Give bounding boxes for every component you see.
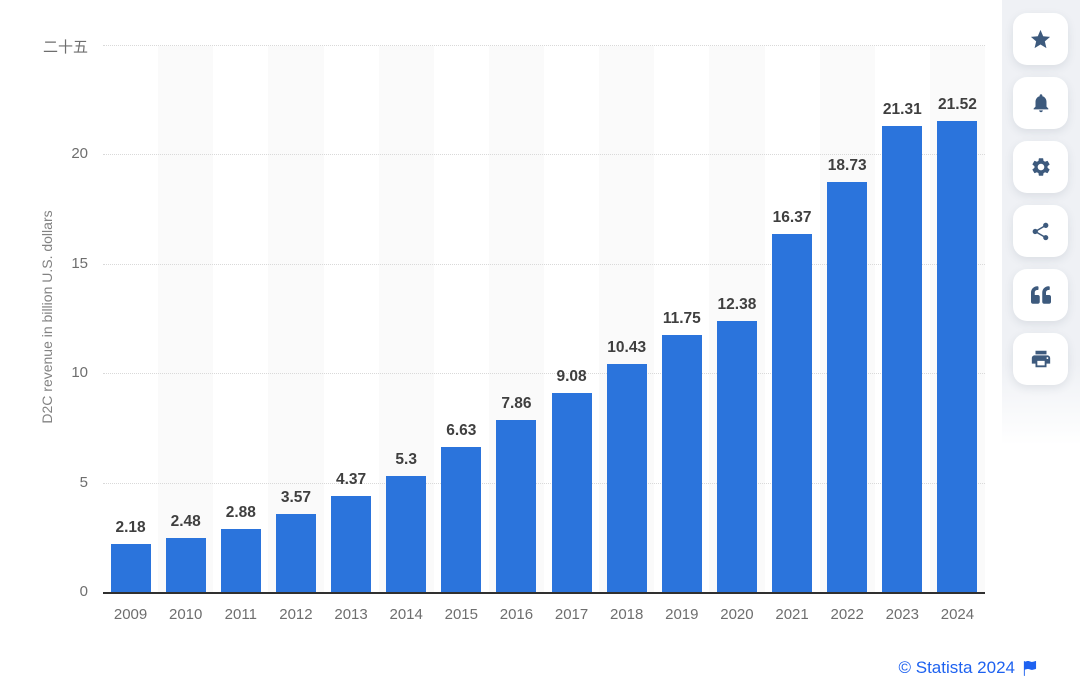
bar-2010[interactable] (165, 537, 206, 592)
bar-value-label: 4.37 (335, 471, 367, 489)
notifications-button[interactable] (1013, 77, 1068, 129)
gear-icon (1030, 156, 1052, 178)
statista-copyright-link[interactable]: © Statista 2024 (899, 658, 1038, 678)
favorite-button[interactable] (1013, 13, 1068, 65)
y-axis-tick-label: 二十五 (42, 39, 88, 56)
gridline (103, 482, 985, 484)
bar-value-label: 2.88 (225, 503, 256, 521)
x-axis-line (103, 592, 985, 594)
x-axis-label: 2019 (665, 606, 699, 623)
bell-icon (1030, 92, 1052, 114)
flag-icon (1022, 660, 1037, 676)
bar-value-label: 10.43 (607, 338, 647, 356)
bar-value-label: 2.48 (170, 512, 201, 530)
copyright-label: © Statista 2024 (898, 658, 1016, 677)
bar-value-label: 18.73 (827, 157, 867, 175)
settings-button[interactable] (1013, 141, 1068, 193)
bar-2012[interactable] (275, 513, 316, 592)
quote-icon (1030, 285, 1051, 305)
bar-2009[interactable] (110, 544, 151, 592)
x-axis-label: 2010 (169, 606, 203, 623)
bar-2016[interactable] (496, 420, 537, 592)
gridline (103, 45, 985, 46)
plot-band (268, 46, 324, 592)
bar-value-label: 6.63 (446, 421, 477, 439)
bar-2017[interactable] (551, 393, 592, 592)
bar-2020[interactable] (716, 321, 757, 592)
gridline (103, 373, 985, 375)
x-axis-label: 2012 (279, 606, 313, 623)
bar-value-label: 2.18 (115, 519, 146, 537)
gridline (103, 263, 985, 265)
x-axis-label: 2016 (499, 606, 534, 623)
print-button[interactable] (1013, 333, 1068, 385)
bar-value-label: 3.57 (280, 488, 312, 506)
x-axis-label: 2020 (720, 606, 754, 623)
bar-value-label: 11.75 (662, 309, 701, 327)
bar-2018[interactable] (606, 363, 647, 592)
x-axis-label: 2009 (113, 606, 148, 623)
bar-2024[interactable] (937, 121, 978, 592)
bar-2014[interactable] (386, 476, 427, 592)
share-icon (1030, 221, 1051, 242)
share-button[interactable] (1013, 205, 1068, 257)
bar-value-label: 5.3 (395, 451, 417, 469)
bar-value-label: 7.86 (501, 395, 532, 413)
bar-value-label: 12.38 (717, 296, 757, 314)
cite-button[interactable] (1013, 269, 1068, 321)
y-axis-title: D2C revenue in billion U.S. dollars (39, 210, 55, 424)
bar-2022[interactable] (827, 182, 868, 592)
bar-value-label: 9.08 (556, 368, 587, 386)
y-axis-tick-label: 5 (79, 473, 88, 491)
y-axis-tick-label: 20 (71, 145, 88, 163)
x-axis-label: 2017 (554, 606, 589, 623)
x-axis-label: 2011 (224, 606, 257, 623)
printer-icon (1030, 348, 1052, 370)
gridline (103, 154, 985, 156)
x-axis-label: 2024 (940, 606, 975, 623)
bar-2015[interactable] (441, 446, 482, 592)
bar-2011[interactable] (220, 528, 261, 592)
x-axis-label: 2022 (830, 606, 864, 623)
x-axis-label: 2015 (444, 606, 478, 623)
x-axis-label: 2021 (775, 606, 809, 623)
x-axis-label: 2023 (885, 606, 919, 623)
bar-value-label: 21.52 (938, 96, 977, 114)
x-axis-label: 2014 (389, 606, 423, 623)
x-axis-label: 2013 (334, 606, 368, 623)
y-axis-tick-label: 10 (71, 364, 88, 382)
bar-2013[interactable] (331, 496, 372, 592)
y-axis-tick-label: 0 (79, 583, 88, 600)
star-icon (1029, 28, 1052, 51)
y-axis-tick-label: 15 (71, 254, 88, 272)
bar-2021[interactable] (772, 233, 813, 592)
plot-band (158, 46, 214, 592)
x-axis-label: 2018 (610, 606, 644, 623)
bar-value-label: 16.37 (772, 208, 812, 226)
bar-2019[interactable] (661, 334, 702, 592)
bar-2023[interactable] (882, 125, 923, 592)
bar-value-label: 21.31 (882, 100, 922, 118)
